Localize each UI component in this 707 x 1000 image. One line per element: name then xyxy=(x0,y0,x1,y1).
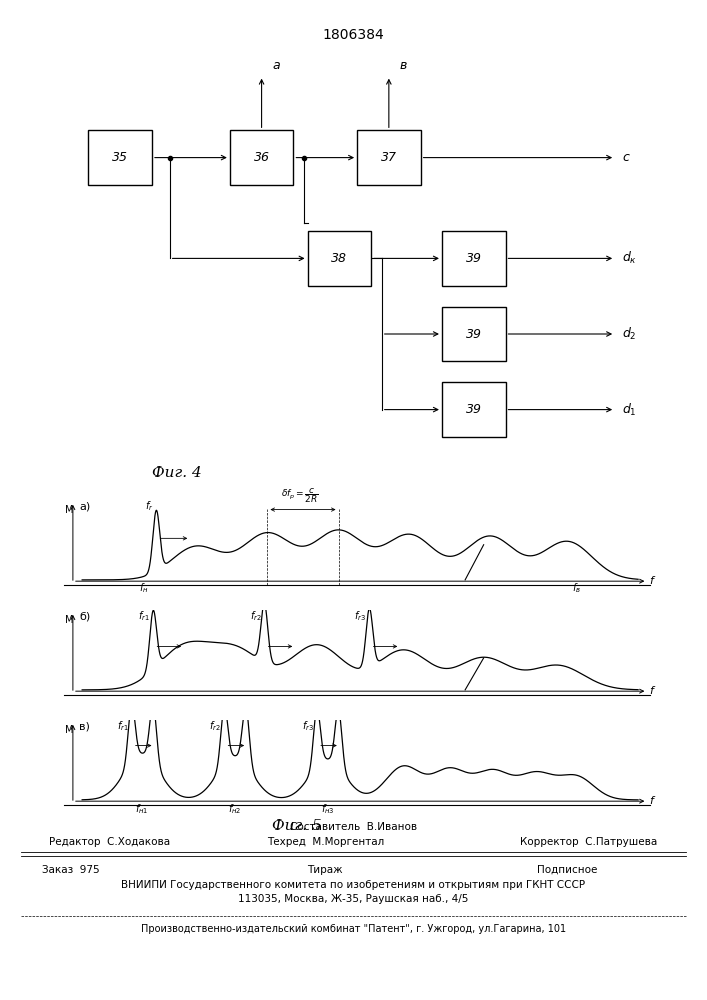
Text: Тираж: Тираж xyxy=(308,865,343,875)
Text: $f_{r1}$: $f_{r1}$ xyxy=(117,720,129,733)
FancyBboxPatch shape xyxy=(230,130,293,185)
Text: 37: 37 xyxy=(381,151,397,164)
Text: $f_{н2}$: $f_{н2}$ xyxy=(228,803,242,816)
Text: 35: 35 xyxy=(112,151,128,164)
Text: $f_{r2}$: $f_{r2}$ xyxy=(209,720,221,733)
Text: Производственно-издательский комбинат "Патент", г. Ужгород, ул.Гагарина, 101: Производственно-издательский комбинат "П… xyxy=(141,924,566,934)
Text: f: f xyxy=(649,686,653,696)
Text: $f_{r3}$: $f_{r3}$ xyxy=(354,610,366,623)
Text: $f_в$: $f_в$ xyxy=(572,581,581,595)
FancyBboxPatch shape xyxy=(442,307,506,361)
Text: Фиг. 4: Фиг. 4 xyxy=(152,466,201,480)
FancyBboxPatch shape xyxy=(442,231,506,286)
FancyBboxPatch shape xyxy=(357,130,421,185)
Text: 113035, Москва, Ж-35, Раушская наб., 4/5: 113035, Москва, Ж-35, Раушская наб., 4/5 xyxy=(238,894,469,904)
Text: Редактор  С.Ходакова: Редактор С.Ходакова xyxy=(49,837,170,847)
Text: c: c xyxy=(622,151,629,164)
Text: а): а) xyxy=(79,501,90,511)
Text: Фиг. 5: Фиг. 5 xyxy=(272,819,322,833)
Text: в: в xyxy=(399,59,407,72)
Text: $f_{r2}$: $f_{r2}$ xyxy=(250,610,262,623)
FancyBboxPatch shape xyxy=(88,130,152,185)
Text: Заказ  975: Заказ 975 xyxy=(42,865,100,875)
Text: $f_{н1}$: $f_{н1}$ xyxy=(135,803,149,816)
Text: 39: 39 xyxy=(466,403,481,416)
Text: f: f xyxy=(649,576,653,586)
Text: Корректор  С.Патрушева: Корректор С.Патрушева xyxy=(520,837,658,847)
Text: $f_{r3}$: $f_{r3}$ xyxy=(302,720,314,733)
Text: $d_1$: $d_1$ xyxy=(622,402,637,418)
Text: 39: 39 xyxy=(466,328,481,340)
Text: М: М xyxy=(65,615,74,625)
Text: $d_2$: $d_2$ xyxy=(622,326,637,342)
Text: Подписное: Подписное xyxy=(537,865,597,875)
Text: в): в) xyxy=(79,721,90,731)
Text: $f_{н3}$: $f_{н3}$ xyxy=(320,803,334,816)
Text: Техред  М.Моргентал: Техред М.Моргентал xyxy=(267,837,384,847)
Text: б): б) xyxy=(79,611,90,621)
Text: $\delta f_p = \dfrac{c}{2R}$: $\delta f_p = \dfrac{c}{2R}$ xyxy=(281,486,319,505)
Text: $f_r$: $f_r$ xyxy=(145,500,153,513)
FancyBboxPatch shape xyxy=(442,382,506,437)
Text: 36: 36 xyxy=(254,151,269,164)
Text: $d_к$: $d_к$ xyxy=(622,250,637,266)
Text: ВНИИПИ Государственного комитета по изобретениям и открытиям при ГКНТ СССР: ВНИИПИ Государственного комитета по изоб… xyxy=(122,880,585,890)
Text: 39: 39 xyxy=(466,252,481,265)
Text: а: а xyxy=(272,59,280,72)
Text: $f_н$: $f_н$ xyxy=(139,581,148,595)
Text: f: f xyxy=(649,796,653,806)
Text: М: М xyxy=(65,505,74,515)
Text: 1806384: 1806384 xyxy=(322,28,385,42)
Text: 38: 38 xyxy=(332,252,347,265)
Text: Составитель  В.Иванов: Составитель В.Иванов xyxy=(290,822,417,832)
Text: $f_{r1}$: $f_{r1}$ xyxy=(139,610,150,623)
Text: М: М xyxy=(65,725,74,735)
FancyBboxPatch shape xyxy=(308,231,371,286)
